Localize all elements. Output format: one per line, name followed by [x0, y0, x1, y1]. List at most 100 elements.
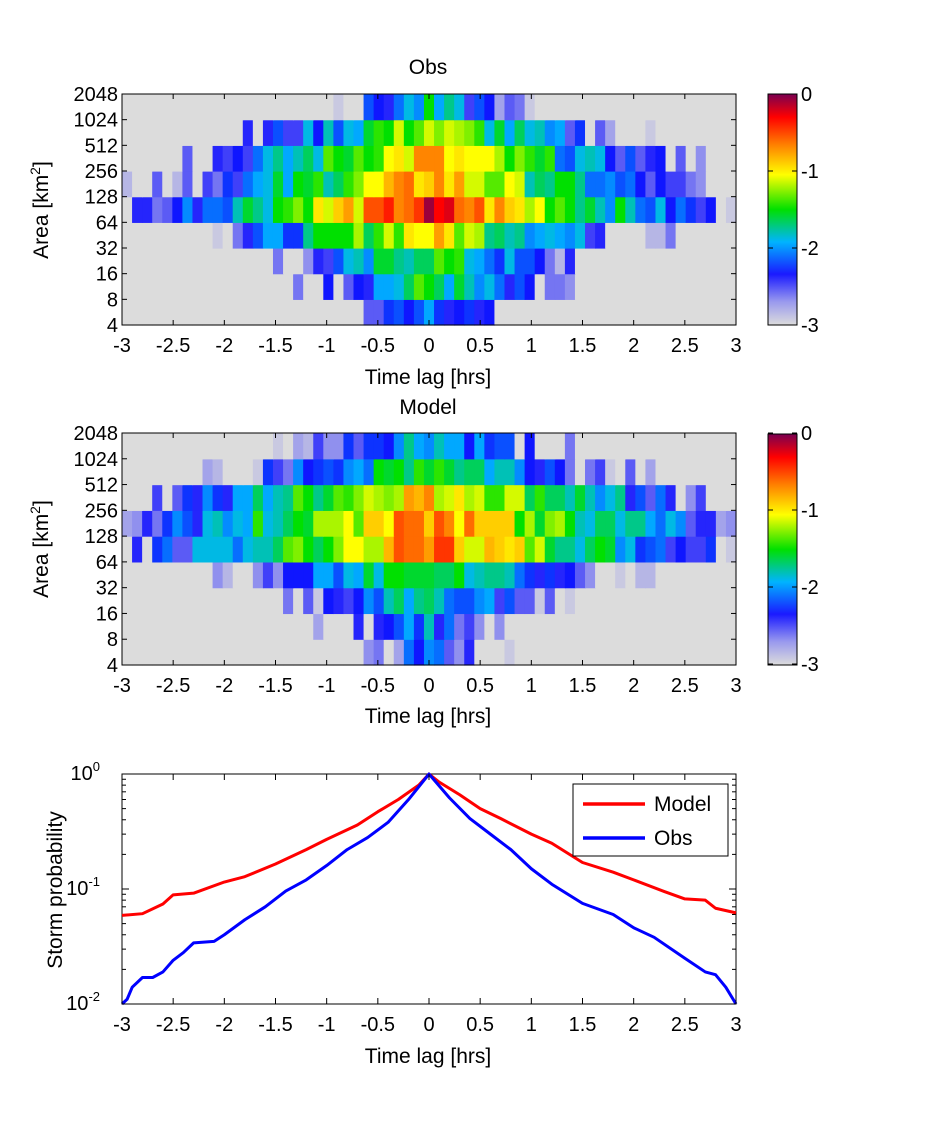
heatmap-cell: [504, 119, 516, 146]
heatmap-cell: [504, 484, 516, 511]
heatmap-cell: [524, 196, 536, 223]
heatmap-cell: [464, 510, 475, 537]
heatmap-cell: [635, 273, 647, 300]
heatmap-cell: [132, 433, 143, 460]
heatmap-cell: [212, 196, 224, 223]
heatmap-cell: [665, 639, 677, 666]
heatmap-cell: [242, 145, 254, 172]
heatmap-cell: [494, 222, 506, 249]
heatmap-cell: [474, 248, 485, 275]
heatmap-cell: [715, 484, 727, 511]
heatmap-cell: [544, 510, 556, 537]
x-tick-label: -1: [318, 675, 336, 697]
heatmap-cell: [252, 458, 264, 486]
heatmap-cell: [444, 510, 455, 537]
heatmap-cell: [122, 433, 133, 460]
heatmap-cell: [554, 433, 566, 460]
y-tick-label: 1024: [74, 449, 119, 471]
heatmap-cell: [152, 273, 163, 300]
heatmap-cell: [615, 119, 626, 146]
heatmap-cell: [725, 94, 737, 121]
heatmap-cell: [353, 587, 365, 615]
heatmap-cell: [242, 222, 254, 249]
heatmap-cell: [132, 248, 143, 275]
heatmap-cell: [474, 145, 485, 172]
heatmap-cell: [252, 145, 264, 172]
heatmap-cell: [413, 561, 425, 589]
heatmap-cell: [262, 119, 274, 146]
heatmap-cell: [564, 561, 576, 589]
heatmap-cell: [252, 484, 264, 511]
heatmap-cell: [293, 484, 304, 511]
heatmap-cell: [323, 94, 334, 121]
heatmap-cell: [373, 171, 385, 198]
heatmap-cell: [212, 484, 224, 511]
heatmap-cell: [343, 433, 355, 460]
heatmap-cell: [625, 484, 636, 511]
heatmap-cell: [232, 484, 244, 511]
heatmap-cell: [524, 248, 536, 275]
heatmap-cell: [464, 145, 475, 172]
heatmap-cell: [252, 94, 264, 121]
heatmap-cell: [444, 561, 455, 589]
heatmap-cell: [564, 94, 576, 121]
heatmap-cell: [625, 613, 636, 640]
heatmap-cell: [504, 510, 516, 537]
heatmap-cell: [293, 510, 304, 537]
heatmap-cell: [554, 273, 566, 300]
heatmap-cell: [574, 561, 586, 589]
heatmap-cell: [413, 248, 425, 275]
heatmap-cell: [212, 613, 224, 640]
heatmap-cell: [423, 273, 435, 300]
heatmap-cell: [615, 613, 626, 640]
heatmap-cell: [152, 536, 163, 563]
heatmap-cell: [262, 510, 274, 537]
heatmap-cell: [373, 639, 385, 666]
heatmap-cell: [313, 458, 324, 486]
heatmap-cell: [172, 639, 183, 666]
heatmap-cell: [574, 510, 586, 537]
heatmap-cell: [262, 94, 274, 121]
heatmap-cell: [504, 433, 516, 460]
heatmap-cell: [192, 273, 204, 300]
heatmap-cell: [534, 119, 546, 146]
heatmap-cell: [152, 222, 163, 249]
heatmap-cell: [635, 433, 647, 460]
heatmap-cell: [645, 145, 657, 172]
heatmap-cell: [393, 587, 405, 615]
heatmap-cell: [574, 94, 586, 121]
heatmap-cell: [665, 299, 677, 326]
heatmap-cell: [152, 561, 163, 589]
heatmap-cell: [423, 299, 435, 326]
heatmap-cell: [252, 248, 264, 275]
heatmap-cell: [615, 484, 626, 511]
heatmap-cell: [202, 536, 214, 563]
heatmap-cell: [605, 484, 616, 511]
heatmap-cell: [605, 510, 616, 537]
heatmap-cell: [353, 458, 365, 486]
heatmap-cell: [222, 196, 234, 223]
heatmap-cell: [665, 536, 677, 563]
heatmap-cell: [454, 273, 465, 300]
heatmap-cell: [413, 484, 425, 511]
heatmap-cell: [434, 119, 445, 146]
heatmap-cell: [504, 458, 516, 486]
heatmap-cell: [494, 613, 506, 640]
heatmap-cell: [474, 273, 485, 300]
heatmap-cell: [524, 613, 536, 640]
heatmap-cell: [222, 171, 234, 198]
heatmap-cell: [122, 145, 133, 172]
heatmap-cell: [283, 587, 294, 615]
heatmap-cell: [544, 299, 556, 326]
heatmap-cell: [323, 484, 334, 511]
heatmap-cell: [132, 273, 143, 300]
heatmap-cell: [544, 484, 556, 511]
heatmap-cell: [635, 248, 647, 275]
heatmap-cell: [665, 196, 677, 223]
heatmap-cell: [172, 561, 183, 589]
heatmap-cell: [192, 171, 204, 198]
heatmap-cell: [715, 273, 727, 300]
heatmap-cell: [393, 613, 405, 640]
heatmap-cell: [212, 433, 224, 460]
heatmap-cell: [212, 171, 224, 198]
